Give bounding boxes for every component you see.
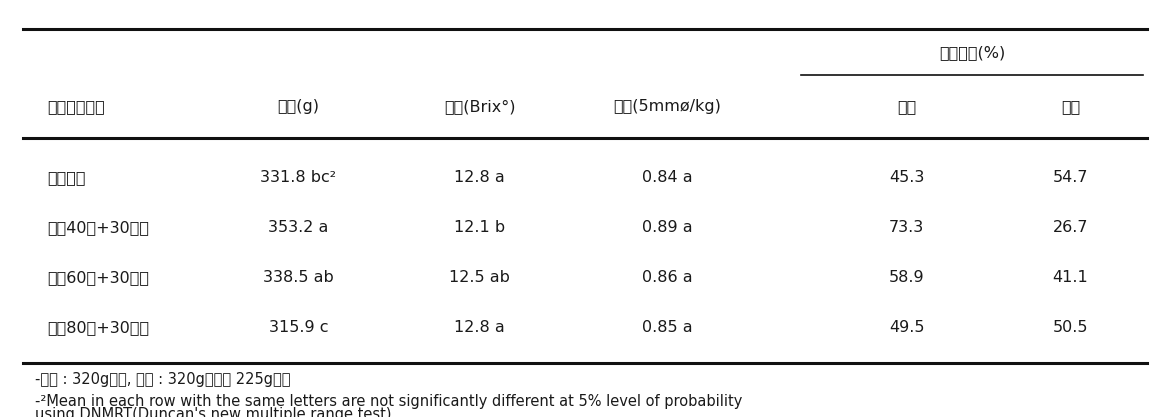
Text: 41.1: 41.1 xyxy=(1053,270,1088,285)
Text: 만개80일+30일후: 만개80일+30일후 xyxy=(47,320,149,335)
Text: 353.2 a: 353.2 a xyxy=(268,220,329,235)
Text: -상품 : 320g이상, 중품 : 320g미만～ 225g이상: -상품 : 320g이상, 중품 : 320g미만～ 225g이상 xyxy=(35,372,290,387)
Text: 경도(5mmø/kg): 경도(5mmø/kg) xyxy=(613,99,721,114)
Text: 적심처리시기: 적심처리시기 xyxy=(47,99,104,114)
Text: 0.89 a: 0.89 a xyxy=(641,220,693,235)
Text: 당도(Brix°): 당도(Brix°) xyxy=(443,99,516,114)
Text: 338.5 ab: 338.5 ab xyxy=(263,270,333,285)
Text: 49.5: 49.5 xyxy=(889,320,924,335)
Text: 만개40일+30일후: 만개40일+30일후 xyxy=(47,220,149,235)
Text: 54.7: 54.7 xyxy=(1053,170,1088,185)
Text: 12.5 ab: 12.5 ab xyxy=(449,270,510,285)
Text: 73.3: 73.3 xyxy=(889,220,924,235)
Text: 50.5: 50.5 xyxy=(1053,320,1088,335)
Text: 12.1 b: 12.1 b xyxy=(454,220,505,235)
Text: 315.9 c: 315.9 c xyxy=(269,320,328,335)
Text: 무처리구: 무처리구 xyxy=(47,170,85,185)
Text: 상품: 상품 xyxy=(897,99,916,114)
Text: 0.85 a: 0.85 a xyxy=(641,320,693,335)
Text: using DNMRT(Duncan's new multiple range test).: using DNMRT(Duncan's new multiple range … xyxy=(35,407,397,417)
Text: 45.3: 45.3 xyxy=(889,170,924,185)
Text: 과중(g): 과중(g) xyxy=(277,99,319,114)
Text: 0.84 a: 0.84 a xyxy=(641,170,693,185)
Text: 331.8 bc²: 331.8 bc² xyxy=(261,170,336,185)
Text: -²Mean in each row with the same letters are not significantly different at 5% l: -²Mean in each row with the same letters… xyxy=(35,394,743,409)
Text: 0.86 a: 0.86 a xyxy=(641,270,693,285)
Text: 26.7: 26.7 xyxy=(1053,220,1088,235)
Text: 상품과율(%): 상품과율(%) xyxy=(940,45,1005,60)
Text: 중품: 중품 xyxy=(1061,99,1080,114)
Text: 12.8 a: 12.8 a xyxy=(454,320,505,335)
Text: 만개60일+30일후: 만개60일+30일후 xyxy=(47,270,149,285)
Text: 12.8 a: 12.8 a xyxy=(454,170,505,185)
Text: 58.9: 58.9 xyxy=(889,270,924,285)
